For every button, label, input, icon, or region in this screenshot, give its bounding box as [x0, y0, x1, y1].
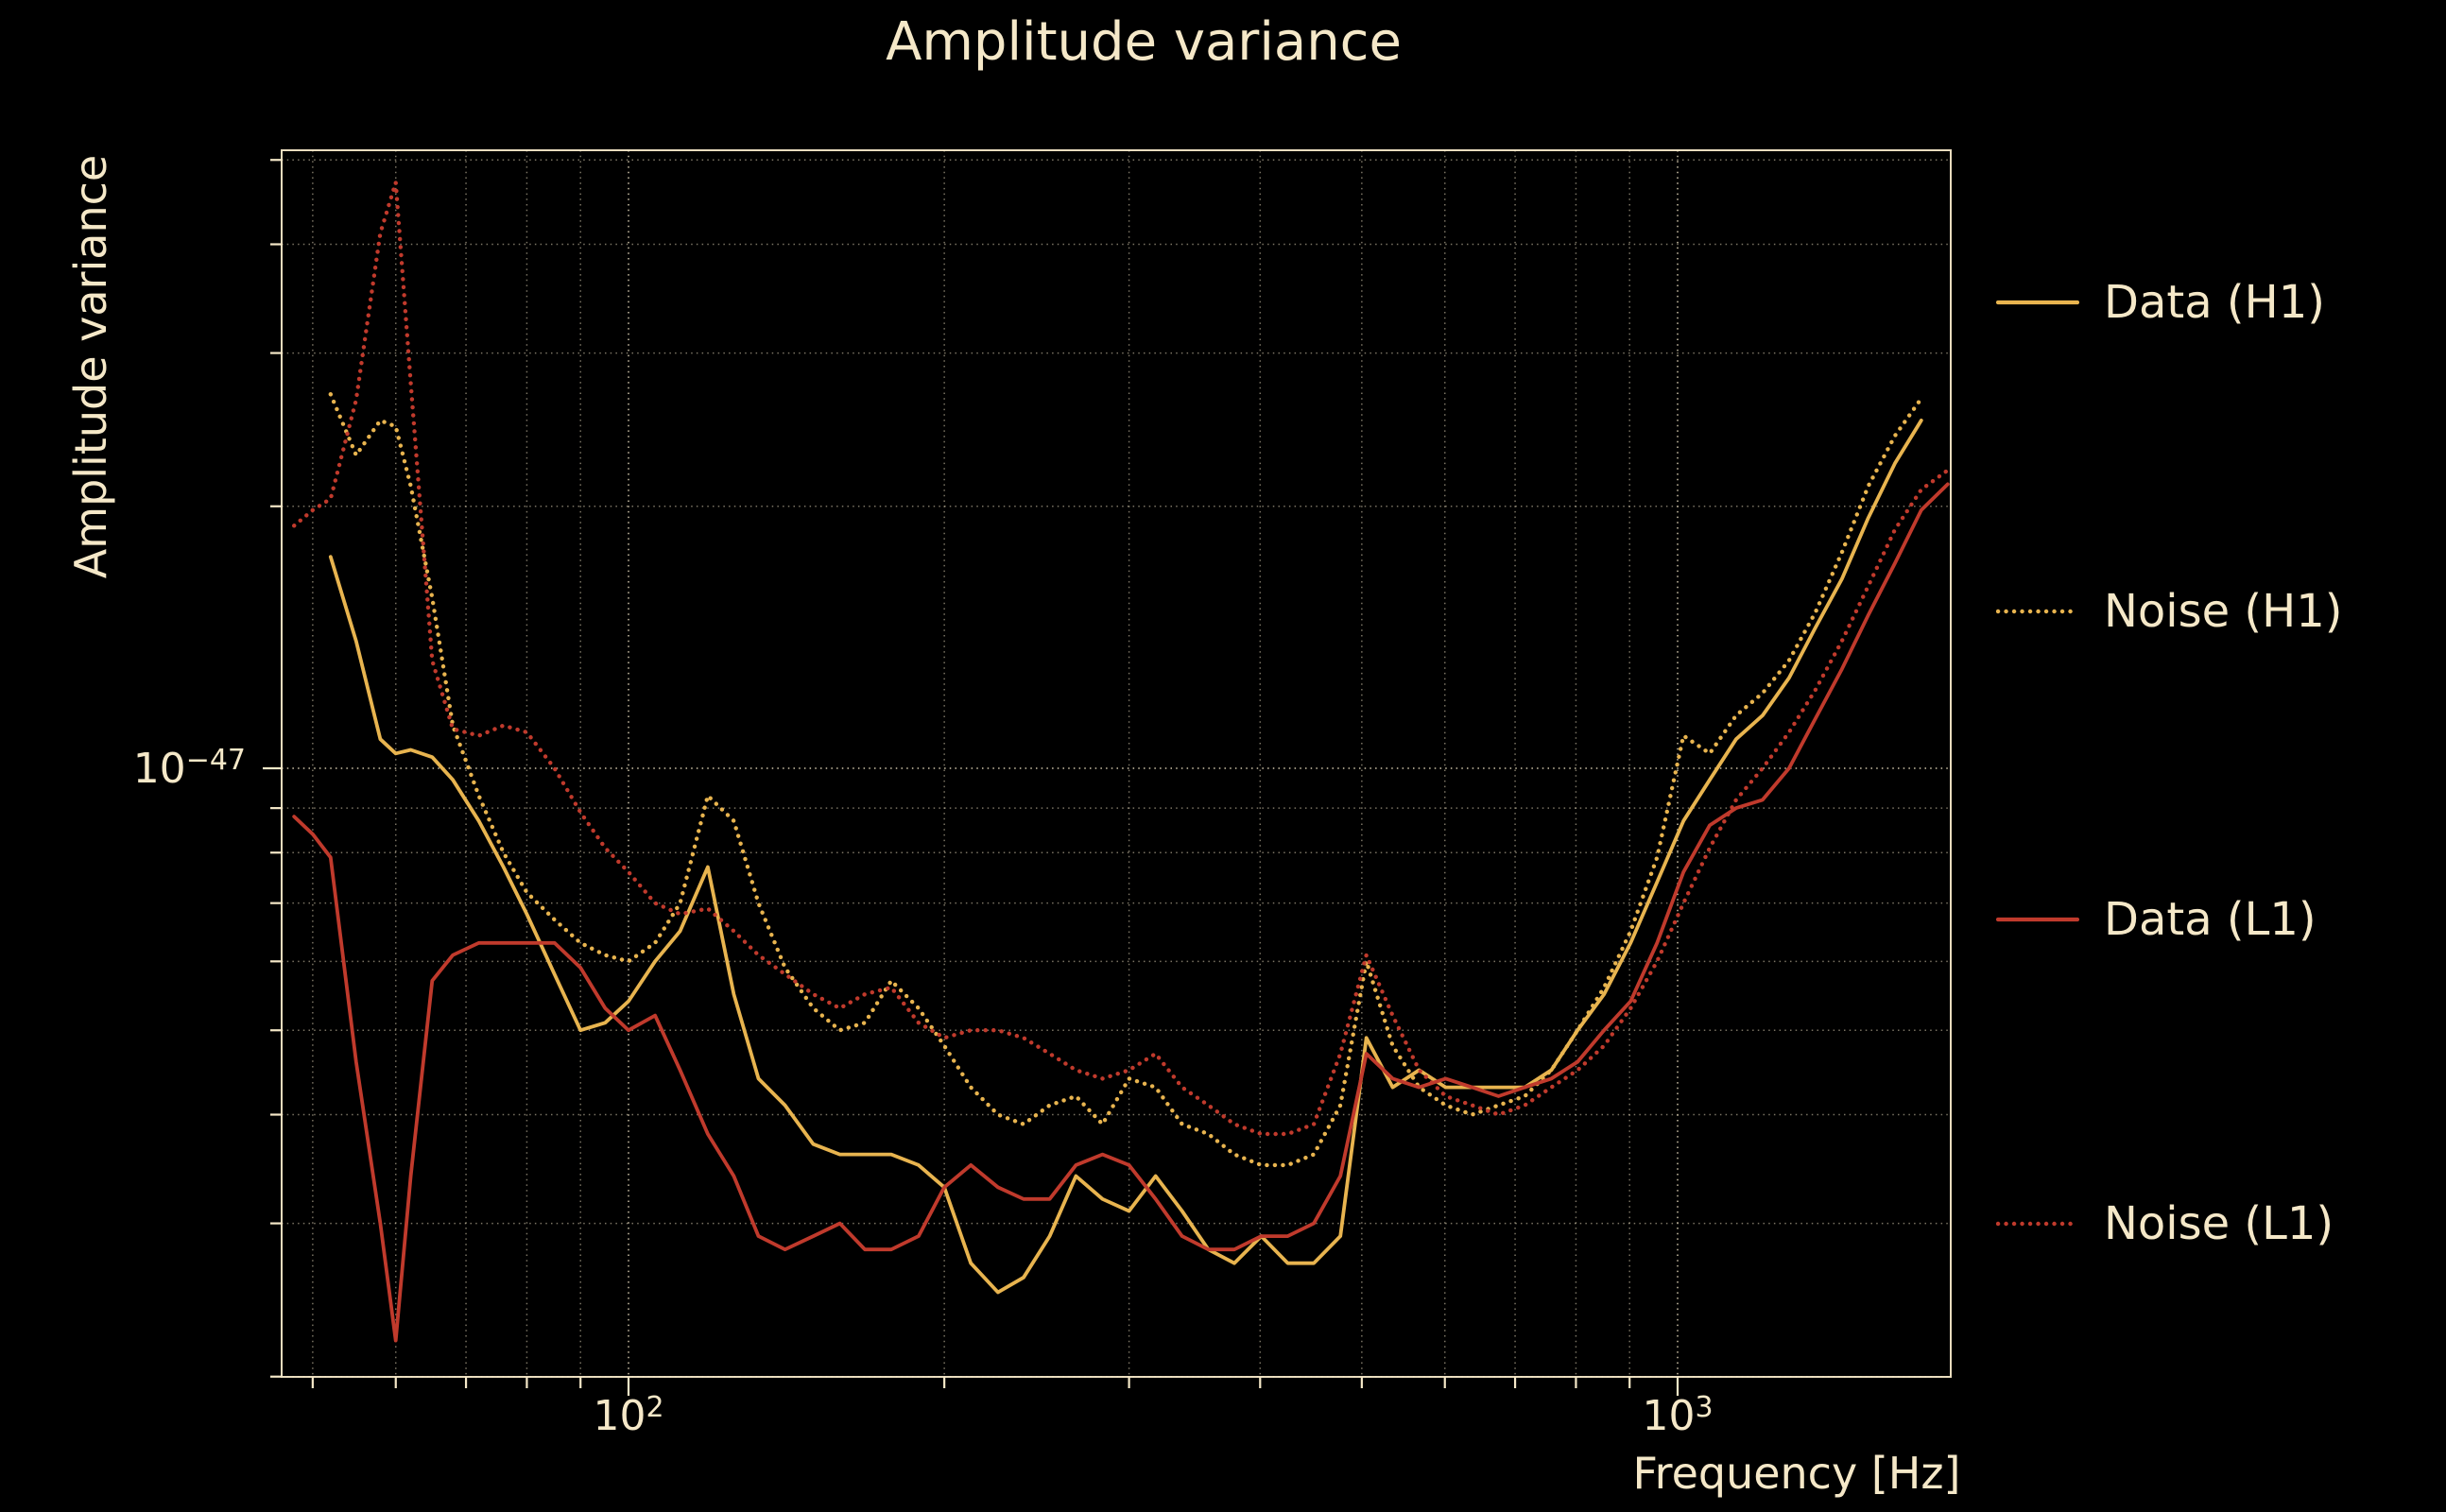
- tick-base: 10: [593, 1392, 646, 1440]
- legend-label: Data (L1): [2104, 893, 2317, 946]
- tick-base: 10: [132, 745, 186, 793]
- legend-label: Noise (L1): [2104, 1197, 2334, 1250]
- tick-exponent: 2: [646, 1391, 664, 1424]
- tick-exponent: 3: [1695, 1391, 1714, 1424]
- legend-item-noise-l1: Noise (L1): [1996, 1197, 2334, 1250]
- legend-item-data-h1: Data (H1): [1996, 276, 2325, 329]
- legend-line-sample-dotted-red: [1996, 1221, 2079, 1227]
- y-tick-label: 10−47: [53, 744, 246, 793]
- legend-label: Noise (H1): [2104, 585, 2343, 638]
- series-noise-h1: [328, 392, 1923, 1168]
- legend-label: Data (H1): [2104, 276, 2325, 329]
- legend-line-sample-solid-red: [1996, 917, 2079, 922]
- legend-line-sample-dotted-gold: [1996, 609, 2079, 614]
- legend-line-sample-solid-gold: [1996, 300, 2079, 305]
- legend-item-noise-h1: Noise (H1): [1996, 585, 2343, 638]
- plot-frame: [281, 149, 1952, 1378]
- tick-base: 10: [1642, 1392, 1696, 1440]
- x-axis-label: Frequency [Hz]: [1632, 1448, 1961, 1499]
- tick-exponent: −47: [185, 744, 246, 777]
- x-tick-label-100: 102: [593, 1391, 663, 1440]
- grid: [282, 150, 1951, 1378]
- chart-title: Amplitude variance: [886, 11, 1402, 73]
- series-data-h1: [328, 419, 1923, 1295]
- series-noise-l1: [292, 180, 1950, 1137]
- series-data-l1: [292, 482, 1950, 1343]
- legend-item-data-l1: Data (L1): [1996, 893, 2317, 946]
- tick-marks: [263, 159, 1679, 1396]
- x-tick-label-1000: 103: [1642, 1391, 1713, 1440]
- y-axis-label: Amplitude variance: [65, 154, 116, 579]
